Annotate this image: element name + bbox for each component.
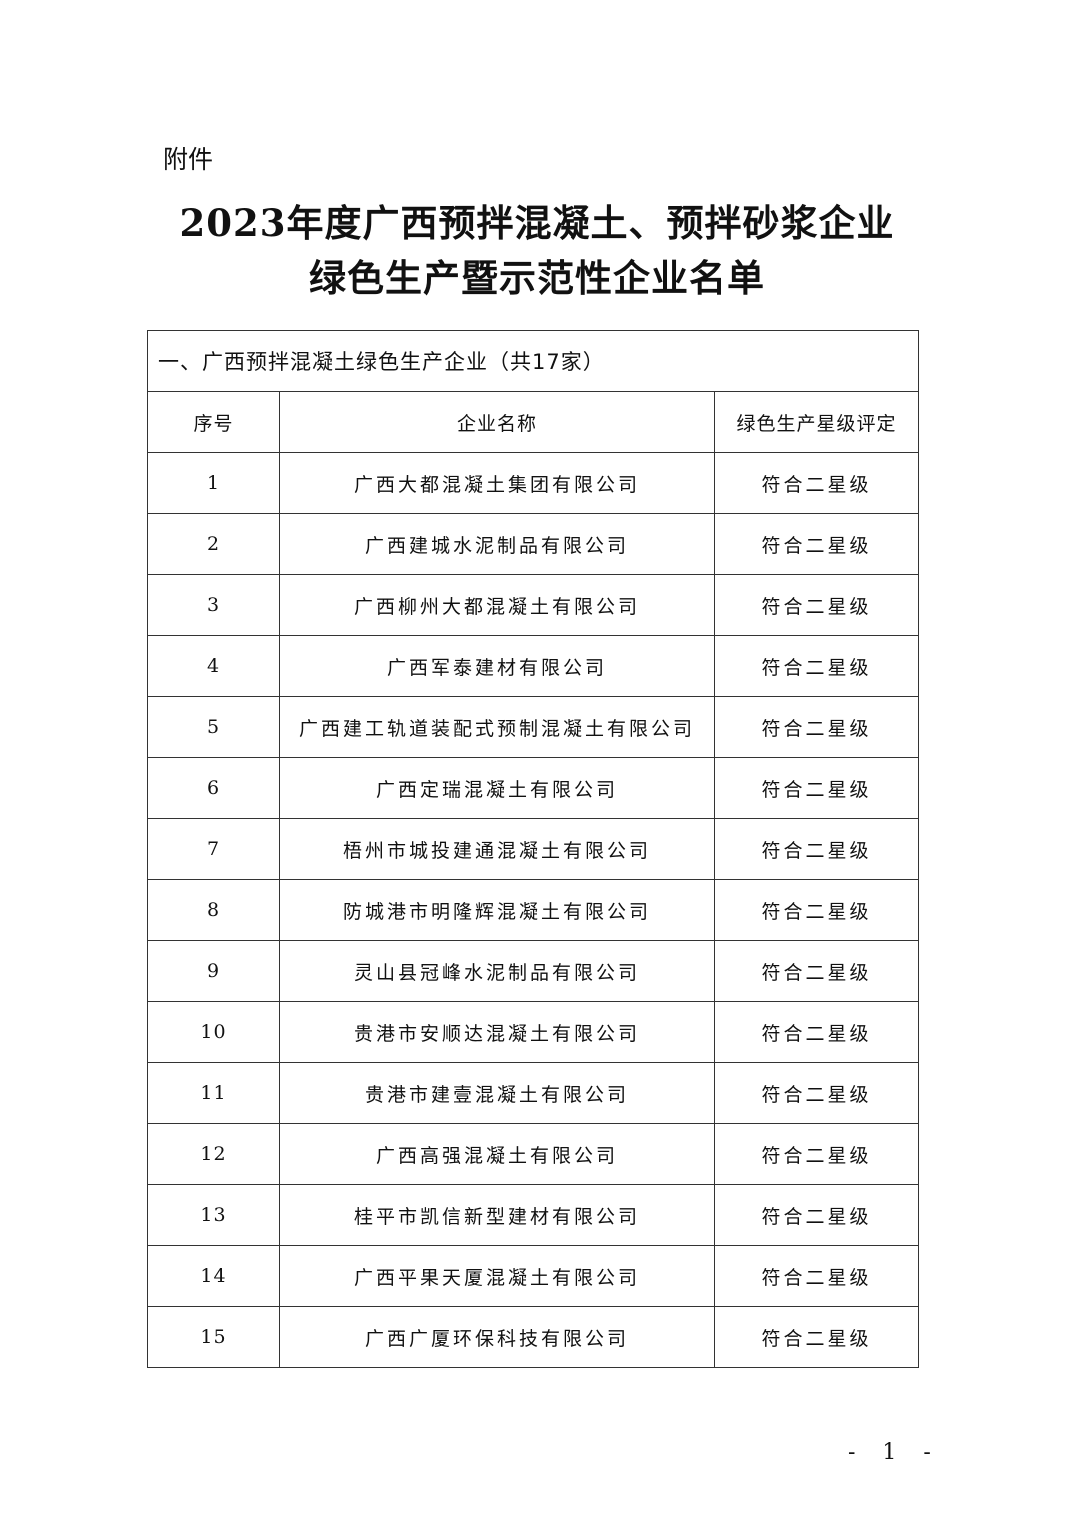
star-rating: 符合二星级 bbox=[714, 1062, 919, 1124]
row-number: 6 bbox=[147, 757, 280, 819]
row-number: 5 bbox=[147, 696, 280, 758]
enterprise-name: 广西军泰建材有限公司 bbox=[279, 635, 715, 697]
enterprise-name: 广西柳州大都混凝土有限公司 bbox=[279, 574, 715, 636]
enterprise-name: 灵山县冠峰水泥制品有限公司 bbox=[279, 940, 715, 1002]
table-row: 5 广西建工轨道装配式预制混凝土有限公司 符合二星级 bbox=[147, 696, 919, 758]
table-row: 13 桂平市凯信新型建材有限公司 符合二星级 bbox=[147, 1184, 919, 1246]
table-row: 6 广西定瑞混凝土有限公司 符合二星级 bbox=[147, 757, 919, 819]
star-rating: 符合二星级 bbox=[714, 513, 919, 575]
star-rating: 符合二星级 bbox=[714, 1184, 919, 1246]
table-row: 2 广西建城水泥制品有限公司 符合二星级 bbox=[147, 513, 919, 575]
row-number: 14 bbox=[147, 1245, 280, 1307]
document-title-line-1: 2023年度广西预拌混凝土、预拌砂浆企业 bbox=[179, 201, 895, 245]
column-header-no: 序号 bbox=[147, 391, 280, 453]
row-number: 11 bbox=[147, 1062, 280, 1124]
row-number: 8 bbox=[147, 879, 280, 941]
table-row: 11 贵港市建壹混凝土有限公司 符合二星级 bbox=[147, 1062, 919, 1124]
row-number: 12 bbox=[147, 1123, 280, 1185]
table-row: 10 贵港市安顺达混凝土有限公司 符合二星级 bbox=[147, 1001, 919, 1063]
star-rating: 符合二星级 bbox=[714, 696, 919, 758]
table-row: 12 广西高强混凝土有限公司 符合二星级 bbox=[147, 1123, 919, 1185]
header-row: 序号 企业名称 绿色生产星级评定 bbox=[147, 391, 919, 453]
table-row: 4 广西军泰建材有限公司 符合二星级 bbox=[147, 635, 919, 697]
table-row: 3 广西柳州大都混凝土有限公司 符合二星级 bbox=[147, 574, 919, 636]
star-rating: 符合二星级 bbox=[714, 574, 919, 636]
table-row: 15 广西广厦环保科技有限公司 符合二星级 bbox=[147, 1306, 919, 1368]
table-row: 1 广西大都混凝土集团有限公司 符合二星级 bbox=[147, 452, 919, 514]
star-rating: 符合二星级 bbox=[714, 1123, 919, 1185]
star-rating: 符合二星级 bbox=[714, 940, 919, 1002]
star-rating: 符合二星级 bbox=[714, 879, 919, 941]
enterprise-table: 一、广西预拌混凝土绿色生产企业（共17家） 序号 企业名称 绿色生产星级评定 1… bbox=[147, 330, 919, 1368]
row-number: 15 bbox=[147, 1306, 280, 1368]
row-number: 7 bbox=[147, 818, 280, 880]
enterprise-name: 贵港市安顺达混凝土有限公司 bbox=[279, 1001, 715, 1063]
row-number: 2 bbox=[147, 513, 280, 575]
row-number: 3 bbox=[147, 574, 280, 636]
column-header-rating: 绿色生产星级评定 bbox=[714, 391, 919, 453]
attachment-label: 附件 bbox=[163, 145, 214, 174]
row-number: 1 bbox=[147, 452, 280, 514]
table-row: 7 梧州市城投建通混凝土有限公司 符合二星级 bbox=[147, 818, 919, 880]
row-number: 4 bbox=[147, 635, 280, 697]
row-number: 10 bbox=[147, 1001, 280, 1063]
star-rating: 符合二星级 bbox=[714, 635, 919, 697]
section-row: 一、广西预拌混凝土绿色生产企业（共17家） bbox=[147, 330, 919, 392]
enterprise-name: 梧州市城投建通混凝土有限公司 bbox=[279, 818, 715, 880]
row-number: 9 bbox=[147, 940, 280, 1002]
enterprise-name: 广西高强混凝土有限公司 bbox=[279, 1123, 715, 1185]
enterprise-name: 贵港市建壹混凝土有限公司 bbox=[279, 1062, 715, 1124]
enterprise-name: 广西大都混凝土集团有限公司 bbox=[279, 452, 715, 514]
star-rating: 符合二星级 bbox=[714, 1245, 919, 1307]
star-rating: 符合二星级 bbox=[714, 1001, 919, 1063]
column-header-name: 企业名称 bbox=[279, 391, 715, 453]
enterprise-name: 桂平市凯信新型建材有限公司 bbox=[279, 1184, 715, 1246]
star-rating: 符合二星级 bbox=[714, 1306, 919, 1368]
section-title: 一、广西预拌混凝土绿色生产企业（共17家） bbox=[147, 330, 919, 392]
star-rating: 符合二星级 bbox=[714, 452, 919, 514]
enterprise-name: 防城港市明隆辉混凝土有限公司 bbox=[279, 879, 715, 941]
enterprise-name: 广西建城水泥制品有限公司 bbox=[279, 513, 715, 575]
document-title-line-2: 绿色生产暨示范性企业名单 bbox=[309, 256, 765, 300]
table-row: 9 灵山县冠峰水泥制品有限公司 符合二星级 bbox=[147, 940, 919, 1002]
row-number: 13 bbox=[147, 1184, 280, 1246]
enterprise-name: 广西定瑞混凝土有限公司 bbox=[279, 757, 715, 819]
enterprise-name: 广西广厦环保科技有限公司 bbox=[279, 1306, 715, 1368]
page-number: - 1 - bbox=[848, 1440, 941, 1465]
table-row: 8 防城港市明隆辉混凝土有限公司 符合二星级 bbox=[147, 879, 919, 941]
table-row: 14 广西平果天厦混凝土有限公司 符合二星级 bbox=[147, 1245, 919, 1307]
star-rating: 符合二星级 bbox=[714, 818, 919, 880]
enterprise-name: 广西建工轨道装配式预制混凝土有限公司 bbox=[279, 696, 715, 758]
enterprise-name: 广西平果天厦混凝土有限公司 bbox=[279, 1245, 715, 1307]
star-rating: 符合二星级 bbox=[714, 757, 919, 819]
